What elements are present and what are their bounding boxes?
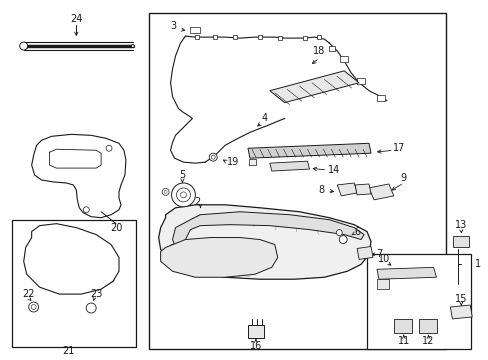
- Text: 10: 10: [377, 255, 389, 264]
- Text: 15: 15: [454, 294, 467, 304]
- Text: 24: 24: [70, 14, 82, 24]
- Polygon shape: [269, 71, 358, 103]
- Circle shape: [176, 188, 190, 202]
- Polygon shape: [354, 184, 370, 195]
- Bar: [376, 95, 384, 100]
- Bar: [376, 279, 388, 289]
- Text: 1: 1: [474, 259, 480, 269]
- Bar: [366, 255, 470, 349]
- Circle shape: [167, 260, 170, 263]
- Circle shape: [180, 192, 186, 198]
- Text: 2: 2: [194, 197, 200, 207]
- Polygon shape: [368, 184, 393, 200]
- Polygon shape: [269, 161, 309, 171]
- Bar: [328, 46, 335, 51]
- Circle shape: [339, 235, 346, 243]
- Text: 11: 11: [397, 336, 409, 346]
- Polygon shape: [158, 205, 370, 279]
- Circle shape: [164, 257, 172, 265]
- Bar: [317, 35, 321, 39]
- Bar: [213, 35, 217, 39]
- Text: 6: 6: [353, 226, 360, 237]
- Polygon shape: [337, 183, 356, 196]
- Bar: [148, 13, 446, 349]
- Bar: [248, 159, 255, 165]
- Bar: [257, 35, 262, 39]
- Text: 13: 13: [454, 220, 467, 230]
- Bar: [393, 319, 411, 333]
- Polygon shape: [356, 247, 372, 260]
- Circle shape: [162, 188, 169, 195]
- Text: 18: 18: [313, 46, 325, 56]
- Text: 19: 19: [226, 157, 239, 167]
- Bar: [233, 35, 237, 39]
- Text: 9: 9: [400, 173, 406, 183]
- Circle shape: [211, 155, 215, 159]
- Circle shape: [209, 153, 217, 161]
- Ellipse shape: [61, 159, 86, 164]
- Text: 17: 17: [392, 143, 404, 153]
- Polygon shape: [376, 267, 436, 279]
- Text: 2: 2: [169, 244, 175, 255]
- Polygon shape: [32, 134, 126, 218]
- Ellipse shape: [61, 165, 86, 170]
- Circle shape: [20, 42, 28, 50]
- Bar: [356, 78, 365, 84]
- Polygon shape: [449, 305, 471, 319]
- Bar: [277, 36, 281, 40]
- Text: 12: 12: [422, 336, 434, 346]
- Polygon shape: [247, 143, 370, 158]
- Circle shape: [106, 145, 112, 151]
- Text: 22: 22: [22, 289, 35, 299]
- Bar: [302, 36, 306, 40]
- Text: 3: 3: [170, 21, 176, 31]
- Circle shape: [83, 207, 89, 213]
- Text: 4: 4: [261, 113, 267, 123]
- Text: 7: 7: [375, 249, 381, 260]
- Bar: [452, 235, 468, 247]
- Polygon shape: [172, 212, 364, 251]
- Bar: [340, 56, 347, 62]
- Text: 8: 8: [318, 185, 324, 195]
- Polygon shape: [24, 224, 119, 294]
- Bar: [418, 319, 436, 333]
- Bar: [190, 27, 200, 33]
- Text: 23: 23: [90, 289, 102, 299]
- Ellipse shape: [61, 153, 86, 158]
- Text: 16: 16: [249, 341, 262, 351]
- Text: 5: 5: [179, 170, 185, 180]
- Circle shape: [131, 45, 134, 48]
- Circle shape: [336, 230, 342, 235]
- Circle shape: [31, 305, 36, 310]
- Bar: [63, 252, 79, 262]
- Polygon shape: [161, 238, 277, 277]
- Bar: [12, 220, 136, 347]
- Text: 14: 14: [327, 165, 340, 175]
- Circle shape: [171, 183, 195, 207]
- Circle shape: [29, 302, 39, 312]
- Circle shape: [164, 190, 167, 193]
- Bar: [247, 325, 264, 338]
- Text: 21: 21: [62, 346, 74, 356]
- Bar: [195, 35, 199, 39]
- Text: 20: 20: [110, 222, 122, 233]
- Circle shape: [86, 303, 96, 313]
